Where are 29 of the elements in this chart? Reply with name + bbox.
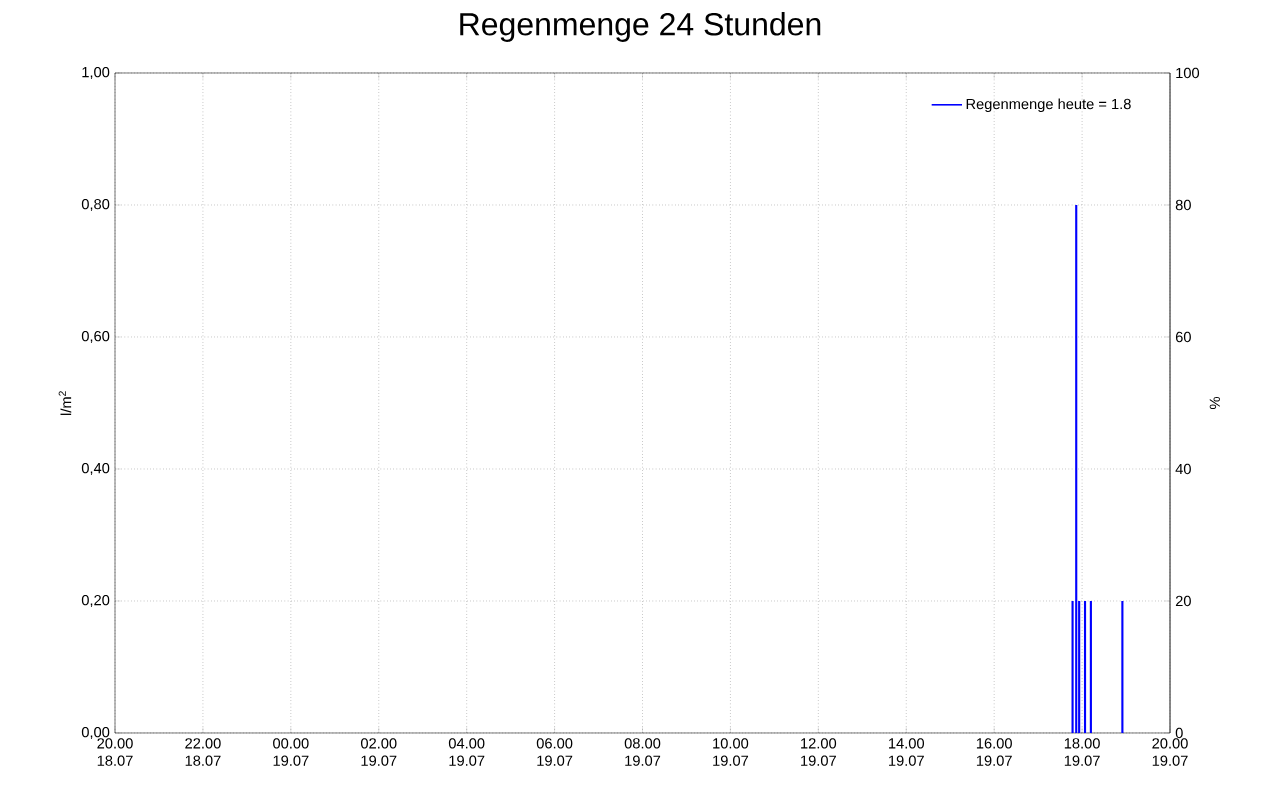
x-tick-label: 10.00 19.07 [713,738,749,766]
y2-axis-title: % [1209,397,1220,409]
y2-tick-label: 0 [1175,727,1183,739]
x-tick-label: 02.00 19.07 [360,738,397,766]
x-tick-label: 14.00 19.07 [889,738,925,766]
x-tick-label: 00.00 19.07 [273,738,309,766]
y-tick-label: 0,20 [81,594,110,608]
y2-tick-label: 60 [1175,331,1191,343]
x-tick-label: 22.00 18.07 [185,738,221,766]
y-tick-label: 0,40 [81,462,110,476]
y2-tick-label: 100 [1176,67,1200,79]
x-tick-label: 16.00 19.07 [976,738,1012,766]
x-tick-label: 20.00 19.07 [1152,738,1188,766]
y-tick-label: 0,60 [81,330,110,344]
x-tick-label: 12.00 19.07 [801,738,837,766]
x-tick-label: 20.00 18.07 [97,738,133,766]
y-tick-label: 1,00 [82,66,110,80]
x-tick-label: 08.00 19.07 [624,738,661,766]
x-tick-label: 06.00 19.07 [536,738,573,766]
chart-title: Regenmenge 24 Stunden [460,12,821,42]
y2-tick-label: 80 [1175,199,1191,211]
legend-label: Regenmenge heute = 1.8 [966,98,1131,113]
x-tick-label: 18.00 19.07 [1064,738,1100,766]
x-tick-label: 04.00 19.07 [448,738,485,766]
y-axis-title: l/m$^{2}$ [58,391,72,415]
y-tick-label: 0,00 [81,726,110,740]
y-tick-label: 0,80 [81,198,110,212]
y2-tick-label: 40 [1175,463,1191,475]
y2-tick-label: 20 [1175,595,1191,607]
